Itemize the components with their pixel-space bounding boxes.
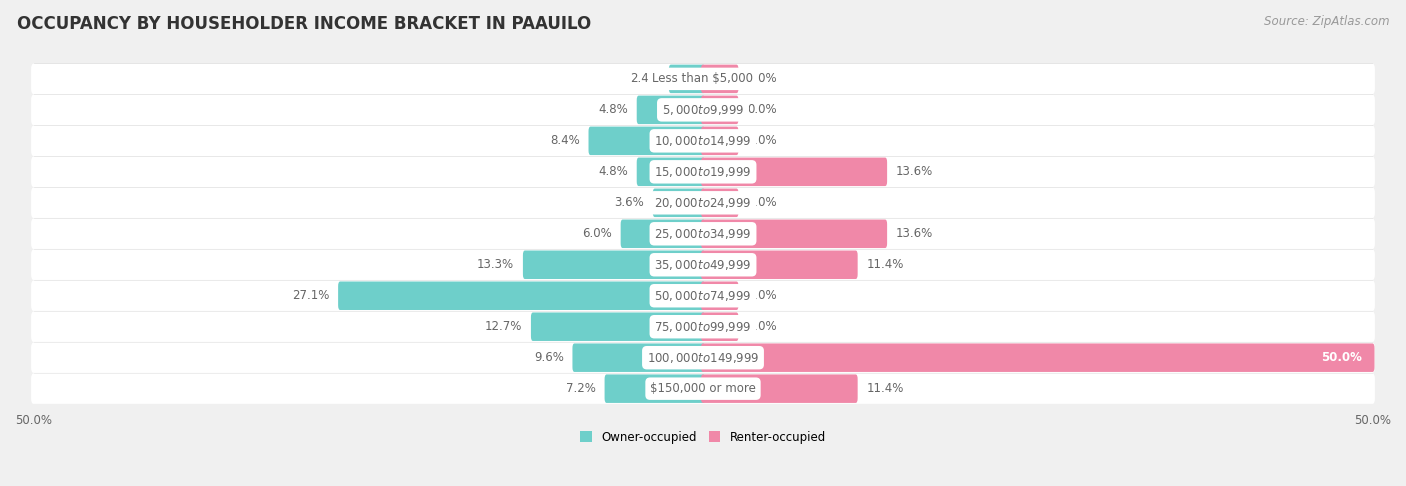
Text: $5,000 to $9,999: $5,000 to $9,999 [662,103,744,117]
Text: 13.6%: 13.6% [896,227,934,240]
FancyBboxPatch shape [572,344,704,372]
Text: 6.0%: 6.0% [582,227,612,240]
Text: 4.8%: 4.8% [599,165,628,178]
Text: 4.8%: 4.8% [599,104,628,116]
FancyBboxPatch shape [31,374,1375,404]
Text: 2.4%: 2.4% [630,72,661,86]
Text: 8.4%: 8.4% [550,134,579,147]
Text: 50.0%: 50.0% [1320,351,1362,364]
FancyBboxPatch shape [531,312,704,341]
Text: 0.0%: 0.0% [747,289,776,302]
Text: 12.7%: 12.7% [485,320,522,333]
Text: $10,000 to $14,999: $10,000 to $14,999 [654,134,752,148]
FancyBboxPatch shape [31,343,1375,373]
Text: $20,000 to $24,999: $20,000 to $24,999 [654,196,752,210]
Text: 11.4%: 11.4% [866,382,904,395]
FancyBboxPatch shape [31,280,1375,311]
Text: 0.0%: 0.0% [747,196,776,209]
FancyBboxPatch shape [337,281,704,310]
FancyBboxPatch shape [669,65,704,93]
FancyBboxPatch shape [702,281,738,310]
Text: Source: ZipAtlas.com: Source: ZipAtlas.com [1264,15,1389,28]
FancyBboxPatch shape [652,189,704,217]
FancyBboxPatch shape [702,189,738,217]
FancyBboxPatch shape [702,312,738,341]
Text: 0.0%: 0.0% [747,104,776,116]
Legend: Owner-occupied, Renter-occupied: Owner-occupied, Renter-occupied [575,426,831,449]
FancyBboxPatch shape [31,64,1375,94]
Text: 0.0%: 0.0% [747,72,776,86]
Text: $15,000 to $19,999: $15,000 to $19,999 [654,165,752,179]
FancyBboxPatch shape [31,250,1375,280]
FancyBboxPatch shape [589,126,704,155]
FancyBboxPatch shape [702,250,858,279]
Text: $100,000 to $149,999: $100,000 to $149,999 [647,351,759,364]
Text: 9.6%: 9.6% [534,351,564,364]
Text: OCCUPANCY BY HOUSEHOLDER INCOME BRACKET IN PAAUILO: OCCUPANCY BY HOUSEHOLDER INCOME BRACKET … [17,15,591,33]
Text: $75,000 to $99,999: $75,000 to $99,999 [654,320,752,334]
FancyBboxPatch shape [620,220,704,248]
FancyBboxPatch shape [702,374,858,403]
FancyBboxPatch shape [31,126,1375,156]
Text: 7.2%: 7.2% [567,382,596,395]
FancyBboxPatch shape [702,126,738,155]
FancyBboxPatch shape [702,344,1375,372]
FancyBboxPatch shape [31,188,1375,218]
FancyBboxPatch shape [702,157,887,186]
Text: 0.0%: 0.0% [747,134,776,147]
FancyBboxPatch shape [702,65,738,93]
Text: 13.3%: 13.3% [477,258,515,271]
FancyBboxPatch shape [31,312,1375,342]
FancyBboxPatch shape [605,374,704,403]
Text: $150,000 or more: $150,000 or more [650,382,756,395]
Text: $50,000 to $74,999: $50,000 to $74,999 [654,289,752,303]
FancyBboxPatch shape [702,96,738,124]
FancyBboxPatch shape [523,250,704,279]
FancyBboxPatch shape [637,96,704,124]
Text: $35,000 to $49,999: $35,000 to $49,999 [654,258,752,272]
Text: 13.6%: 13.6% [896,165,934,178]
Text: 3.6%: 3.6% [614,196,644,209]
FancyBboxPatch shape [31,156,1375,187]
FancyBboxPatch shape [637,157,704,186]
FancyBboxPatch shape [31,219,1375,249]
FancyBboxPatch shape [702,220,887,248]
Text: 27.1%: 27.1% [292,289,329,302]
FancyBboxPatch shape [31,95,1375,125]
Text: $25,000 to $34,999: $25,000 to $34,999 [654,227,752,241]
Text: 11.4%: 11.4% [866,258,904,271]
Text: Less than $5,000: Less than $5,000 [652,72,754,86]
Text: 0.0%: 0.0% [747,320,776,333]
